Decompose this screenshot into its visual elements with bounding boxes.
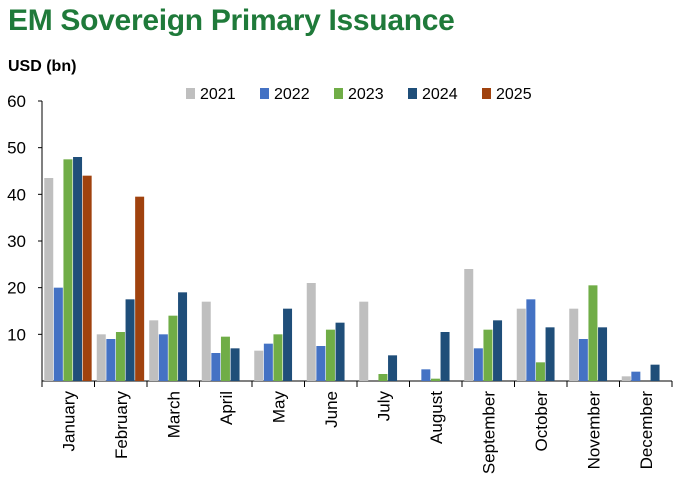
bar-2022-june: [316, 346, 326, 381]
x-category-label: October: [532, 391, 551, 452]
y-tick-label: 60: [7, 92, 26, 111]
legend-label-2023: 2023: [348, 86, 384, 103]
bar-2023-june: [325, 329, 335, 381]
bar-2021-march: [149, 320, 159, 381]
legend-swatch-2021: [186, 88, 195, 99]
bar-2023-august: [430, 378, 440, 381]
legend-label-2022: 2022: [274, 86, 310, 103]
axes: 60 50 40 30 20 10 January February March April May…: [7, 92, 673, 474]
bar-2024-july: [388, 355, 398, 381]
bar-2024-october: [545, 327, 555, 381]
bar-2021-january: [44, 178, 54, 381]
bar-2021-june: [306, 283, 316, 381]
bar-2022-may: [263, 343, 273, 381]
x-category-label: August: [427, 391, 446, 444]
x-category-label: January: [59, 391, 78, 452]
bar-2025-february: [135, 196, 145, 381]
bar-2023-april: [220, 336, 230, 381]
x-category-label: February: [112, 391, 131, 460]
bar-2021-may: [254, 350, 264, 381]
bar-2021-september: [464, 269, 474, 381]
bar-2021-october: [516, 308, 526, 381]
bars: [44, 157, 660, 381]
bar-2021-december: [621, 376, 631, 381]
bar-2024-august: [440, 332, 450, 381]
legend-swatch-2025: [482, 88, 491, 99]
bar-2021-february: [96, 334, 106, 381]
bar-2023-january: [63, 159, 73, 381]
bar-2022-january: [53, 287, 63, 381]
bar-2023-february: [115, 332, 125, 381]
bar-2023-march: [168, 315, 178, 381]
y-tick-label: 40: [7, 185, 26, 204]
bar-2024-january: [73, 157, 83, 381]
bar-2022-february: [106, 339, 116, 381]
x-category-label: June: [322, 391, 341, 428]
y-tick-label: 50: [7, 139, 26, 158]
bar-2024-november: [598, 327, 608, 381]
bar-2024-april: [230, 348, 240, 381]
legend-label-2025: 2025: [496, 86, 532, 103]
bar-2024-may: [283, 308, 293, 381]
legend-swatch-2022: [260, 88, 269, 99]
bar-2022-november: [578, 339, 588, 381]
legend-label-2021: 2021: [200, 86, 236, 103]
legend: 2021 2022 2023 2024 2025: [186, 86, 532, 103]
bar-2022-december: [631, 371, 641, 381]
legend-label-2024: 2024: [422, 86, 458, 103]
bar-2023-october: [535, 362, 545, 381]
x-category-label: September: [479, 391, 498, 474]
bar-2022-august: [421, 369, 431, 381]
bar-2024-june: [335, 322, 345, 381]
bar-2022-april: [211, 353, 221, 381]
y-tick-label: 30: [7, 232, 26, 251]
chart-title: EM Sovereign Primary Issuance: [8, 4, 455, 37]
bar-2023-september: [483, 329, 493, 381]
x-category-label: March: [164, 391, 183, 438]
y-tick-label: 20: [7, 279, 26, 298]
legend-swatch-2023: [334, 88, 343, 99]
bar-2023-july: [378, 374, 388, 381]
bar-2023-may: [273, 334, 283, 381]
bar-2024-march: [178, 292, 188, 381]
bar-2024-september: [493, 320, 503, 381]
bar-2024-february: [125, 299, 135, 381]
bar-2021-july: [359, 301, 369, 381]
bar-2024-december: [650, 364, 660, 381]
bar-2021-april: [201, 301, 211, 381]
x-category-label: November: [584, 391, 603, 470]
x-category-label: December: [637, 391, 656, 470]
bar-2022-september: [473, 348, 483, 381]
legend-swatch-2024: [408, 88, 417, 99]
bar-2025-january: [82, 175, 92, 381]
bar-2023-november: [588, 285, 598, 381]
bar-2021-november: [569, 308, 579, 381]
y-tick-label: 10: [7, 325, 26, 344]
bar-2022-march: [158, 334, 168, 381]
x-category-label: April: [217, 391, 236, 425]
x-category-label: May: [269, 391, 288, 424]
bar-2022-october: [526, 299, 536, 381]
x-category-label: July: [374, 391, 393, 422]
y-axis-unit-label: USD (bn): [8, 58, 77, 75]
